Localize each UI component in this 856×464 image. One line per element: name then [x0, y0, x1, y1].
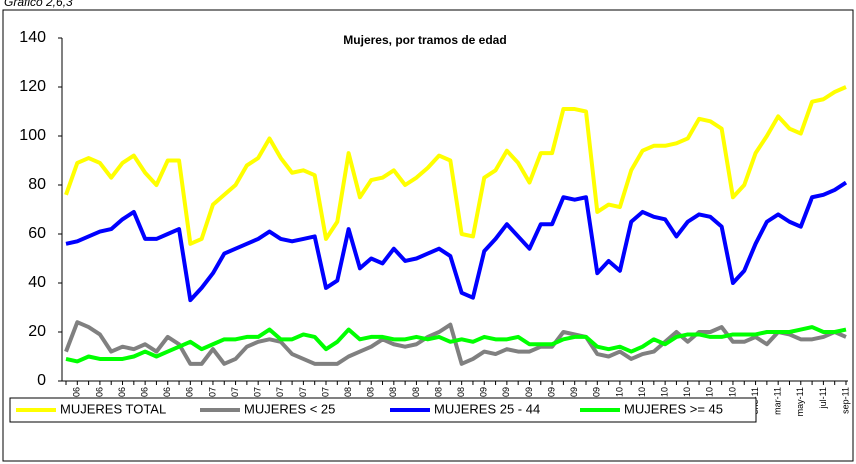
y-tick-label: 20 — [28, 323, 46, 340]
y-tick-label: 100 — [19, 127, 46, 144]
legend-label: MUJERES >= 45 — [624, 401, 723, 416]
chart-title: Mujeres, por tramos de edad — [343, 33, 506, 47]
x-tick-label: sep-11 — [840, 387, 850, 414]
legend: MUJERES TOTAL MUJERES < 25 MUJERES 25 - 44… — [9, 397, 757, 423]
y-tick-label: 120 — [19, 78, 46, 95]
line-series — [64, 85, 847, 246]
legend-label: MUJERES TOTAL — [60, 401, 166, 416]
x-tick-label: mar-11 — [773, 387, 783, 415]
y-tick-label: 40 — [28, 274, 46, 291]
x-tick-label: jul-11 — [818, 387, 828, 409]
legend-label: MUJERES < 25 — [244, 401, 335, 416]
x-tick-label: may-11 — [795, 387, 805, 416]
caption: Gráfico 2,6,3 — [4, 0, 73, 9]
line-series — [65, 180, 848, 303]
legend-label: MUJERES 25 - 44 — [434, 401, 540, 416]
y-tick-label: 0 — [37, 372, 46, 389]
line-series — [65, 325, 847, 364]
legend-box — [9, 397, 757, 423]
y-tick-label: 140 — [19, 29, 46, 46]
y-tick-label: 80 — [28, 176, 46, 193]
line-series — [64, 320, 847, 366]
chart-frame — [2, 9, 854, 462]
y-tick-label: 60 — [28, 225, 46, 242]
